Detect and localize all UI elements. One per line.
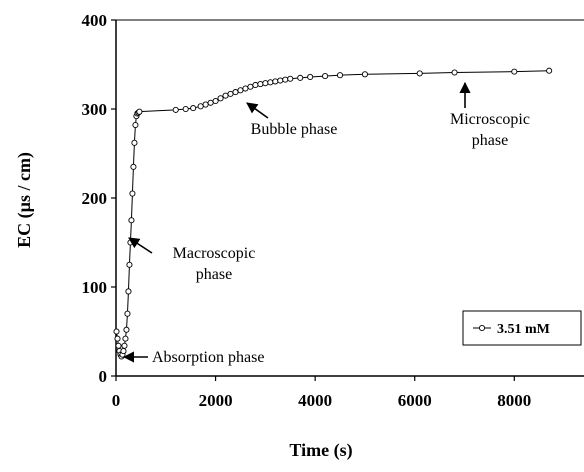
- data-point: [126, 261, 133, 268]
- annotation-absorption-text: Absorption phase: [152, 349, 264, 366]
- data-point: [212, 97, 219, 105]
- legend-label: 3.51 mM: [497, 322, 550, 337]
- data-point: [232, 89, 239, 96]
- x-tick-label: 6000: [398, 391, 432, 410]
- legend: 3.51 mM: [462, 310, 582, 346]
- annotation-macroscopic-text: Macroscopic: [173, 245, 256, 262]
- y-tick-label: 300: [82, 100, 108, 119]
- data-point: [227, 90, 234, 97]
- data-point: [336, 72, 344, 79]
- y-tick-label: 100: [82, 278, 108, 297]
- data-point: [451, 69, 458, 76]
- annotation-macroscopic-arrow: [128, 237, 153, 254]
- data-point: [247, 83, 254, 90]
- annotation-bubble-arrow: [246, 102, 269, 119]
- data-point: [511, 68, 518, 75]
- data-point: [272, 78, 279, 85]
- data-point: [132, 121, 139, 129]
- data-point: [262, 80, 269, 87]
- data-point: [124, 310, 131, 317]
- x-tick-label: 2000: [199, 391, 233, 410]
- data-point: [172, 106, 179, 113]
- data-point: [546, 67, 553, 74]
- data-point: [297, 74, 304, 81]
- data-point: [361, 71, 368, 78]
- y-tick-label: 200: [82, 189, 108, 208]
- data-point: [257, 81, 264, 88]
- data-point: [122, 335, 129, 342]
- annotation-microscopic-text: phase: [472, 132, 508, 149]
- data-point: [207, 99, 214, 106]
- y-axis-title: EC (µs / cm): [14, 152, 35, 248]
- data-point: [128, 217, 135, 224]
- data-point: [129, 190, 136, 197]
- data-point: [282, 76, 289, 83]
- data-point: [277, 77, 284, 84]
- data-point: [136, 108, 143, 115]
- data-point: [114, 335, 121, 342]
- data-point: [123, 326, 130, 333]
- x-tick-label: 0: [112, 391, 121, 410]
- data-point: [190, 105, 197, 112]
- legend-marker: [478, 324, 486, 332]
- y-tick-label: 0: [99, 367, 108, 386]
- data-point: [182, 105, 189, 113]
- annotation-microscopic-text: Microscopic: [450, 111, 530, 128]
- data-point: [113, 328, 120, 335]
- y-tick-label: 400: [82, 11, 108, 30]
- data-point: [267, 79, 274, 86]
- data-point: [222, 92, 229, 99]
- data-point: [120, 348, 127, 355]
- data-point: [287, 75, 294, 82]
- annotation-macroscopic-text: phase: [196, 266, 232, 283]
- data-point: [416, 70, 423, 77]
- data-point: [217, 95, 224, 102]
- x-tick-label: 8000: [497, 391, 531, 410]
- x-axis-title: Time (s): [289, 440, 352, 461]
- annotation-bubble-text: Bubble phase: [251, 121, 338, 138]
- data-point: [307, 73, 314, 81]
- x-tick-label: 4000: [298, 391, 332, 410]
- data-point: [125, 288, 132, 295]
- data-point: [115, 342, 122, 349]
- data-point: [197, 103, 204, 110]
- data-point: [242, 85, 249, 92]
- data-point: [237, 87, 244, 94]
- data-point: [252, 81, 259, 89]
- data-point: [130, 163, 137, 170]
- data-point: [322, 73, 329, 80]
- data-point: [202, 101, 209, 108]
- data-point: [121, 342, 128, 349]
- data-point: [131, 139, 138, 146]
